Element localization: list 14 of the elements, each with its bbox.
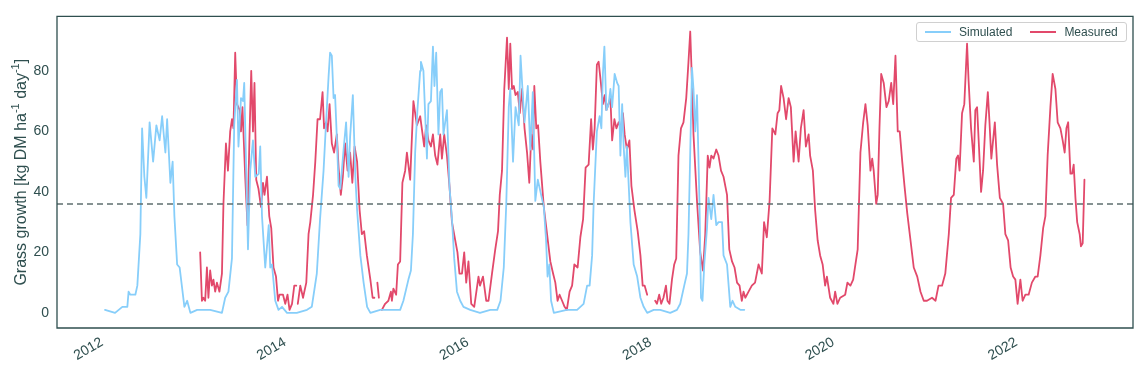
x-tick-label: 2020 (801, 333, 838, 363)
y-tick-label: 20 (33, 243, 50, 260)
x-tick-label: 2018 (619, 333, 655, 363)
x-tick-label: 2022 (984, 333, 1020, 363)
y-axis-title: Grass growth [kg DM ha-1 day-1] (9, 58, 30, 286)
legend-label: Simulated (959, 25, 1013, 40)
y-tick-label: 0 (41, 303, 50, 320)
legend-label: Measured (1064, 25, 1118, 40)
y-tick-label: 80 (33, 61, 50, 78)
x-tick-label: 2016 (436, 333, 472, 363)
x-tick-label: 2012 (70, 333, 106, 363)
x-tick-label: 2014 (253, 333, 289, 363)
y-tick-label: 60 (33, 122, 50, 139)
y-tick-label: 40 (33, 182, 50, 199)
